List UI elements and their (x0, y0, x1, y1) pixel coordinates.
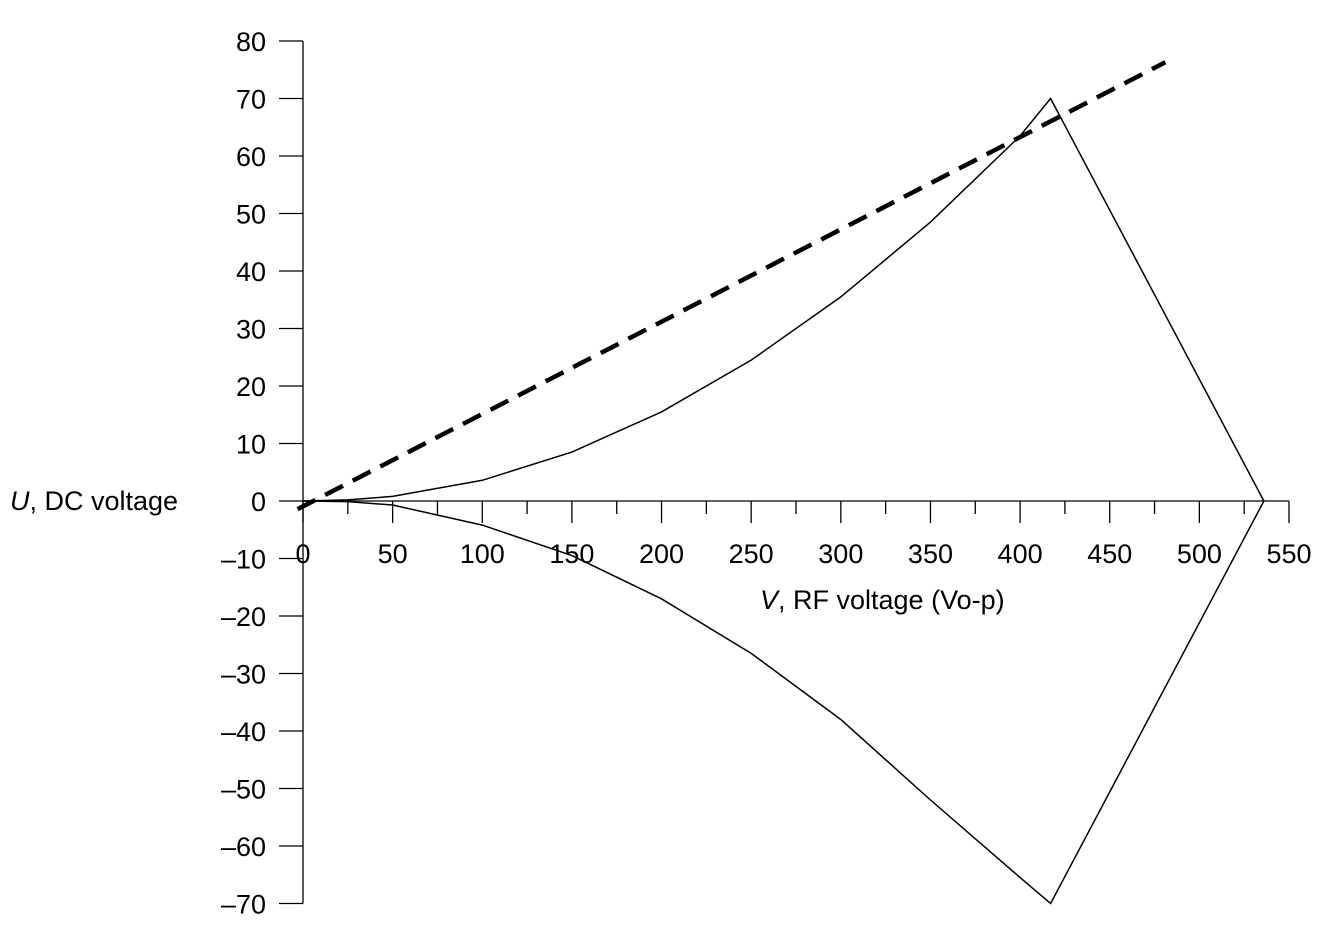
x-tick-label: 0 (295, 539, 310, 569)
x-tick-label: 100 (460, 539, 505, 569)
y-tick-label: –50 (221, 775, 266, 805)
x-tick-label: 450 (1087, 539, 1132, 569)
y-tick-label: –40 (221, 717, 266, 747)
y-axis-label: U, DC voltage (10, 486, 178, 516)
y-tick-label: 50 (236, 200, 266, 230)
y-tick-label: –10 (221, 545, 266, 575)
x-tick-label: 350 (908, 539, 953, 569)
y-tick-label: 70 (236, 85, 266, 115)
y-tick-label: –20 (221, 602, 266, 632)
x-axis-label: V, RF voltage (Vo-p) (760, 585, 1005, 615)
y-tick-label: 80 (236, 27, 266, 57)
y-tick-label: –30 (221, 660, 266, 690)
dashed-line (296, 60, 1167, 512)
y-tick-label: 40 (236, 257, 266, 287)
x-tick-label: 400 (998, 539, 1043, 569)
boundary-curve-1 (302, 97, 1265, 502)
x-tick-label: 150 (549, 539, 594, 569)
x-tick-label: 250 (729, 539, 774, 569)
boundary-curve-2 (302, 500, 1265, 905)
y-tick-label: –70 (221, 890, 266, 920)
y-tick-label: 0 (251, 487, 266, 517)
y-tick-label: 60 (236, 142, 266, 172)
x-tick-label: 50 (378, 539, 408, 569)
y-tick-label: –60 (221, 832, 266, 862)
y-tick-label: 20 (236, 372, 266, 402)
x-tick-label: 300 (818, 539, 863, 569)
y-tick-label: 30 (236, 315, 266, 345)
x-tick-label: 200 (639, 539, 684, 569)
x-tick-label: 500 (1177, 539, 1222, 569)
x-tick-label: 550 (1266, 539, 1311, 569)
y-tick-label: 10 (236, 430, 266, 460)
series-group (296, 60, 1265, 905)
